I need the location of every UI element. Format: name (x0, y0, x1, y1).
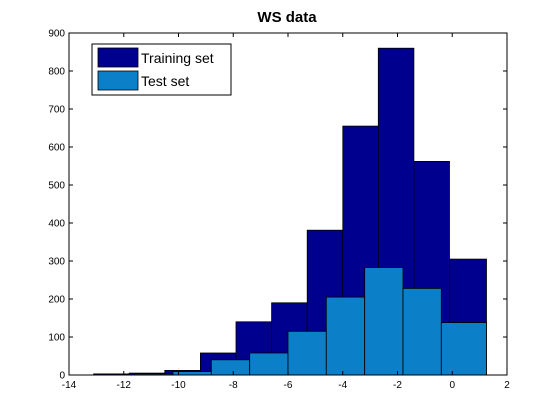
histogram-bar (249, 352, 289, 376)
x-tick-label: -4 (338, 380, 347, 391)
y-tick-label: 500 (48, 181, 65, 192)
series-test (134, 267, 487, 376)
x-tick-label: -14 (62, 380, 77, 391)
y-tick-label: 700 (48, 105, 65, 116)
histogram-bar (364, 267, 404, 376)
legend-label: Training set (141, 50, 214, 66)
y-tick-label: 0 (59, 371, 65, 382)
legend-swatch (97, 70, 139, 91)
y-tick-label: 300 (48, 257, 65, 268)
bars-layer (93, 47, 487, 376)
x-tick-label: 2 (504, 380, 510, 391)
y-tick-label: 900 (48, 29, 65, 40)
y-tick-label: 100 (48, 333, 65, 344)
y-tick-label: 400 (48, 219, 65, 230)
histogram-bar (287, 330, 327, 376)
x-tick-label: -2 (393, 380, 402, 391)
legend-swatch (97, 47, 139, 68)
histogram-bar (440, 322, 487, 376)
legend-label: Test set (141, 73, 189, 89)
histogram-bar (325, 296, 365, 376)
y-tick-label: 800 (48, 67, 65, 78)
x-tick-label: -8 (229, 380, 238, 391)
x-tick-label: 0 (449, 380, 455, 391)
y-tick-label: 200 (48, 295, 65, 306)
x-tick-label: -6 (284, 380, 293, 391)
chart-title: WS data (257, 9, 317, 26)
legend: Training set Test set (91, 43, 232, 96)
x-tick-label: -12 (117, 380, 132, 391)
ticks-layer: -14 -12 -10 -8 -6 -4 -2 0 2 0 100 200 300 400 500 600 70… (48, 29, 510, 392)
histogram-bar (402, 287, 442, 376)
histogram-bar (210, 359, 251, 376)
y-tick-label: 600 (48, 143, 65, 154)
x-tick-label: -10 (171, 380, 186, 391)
